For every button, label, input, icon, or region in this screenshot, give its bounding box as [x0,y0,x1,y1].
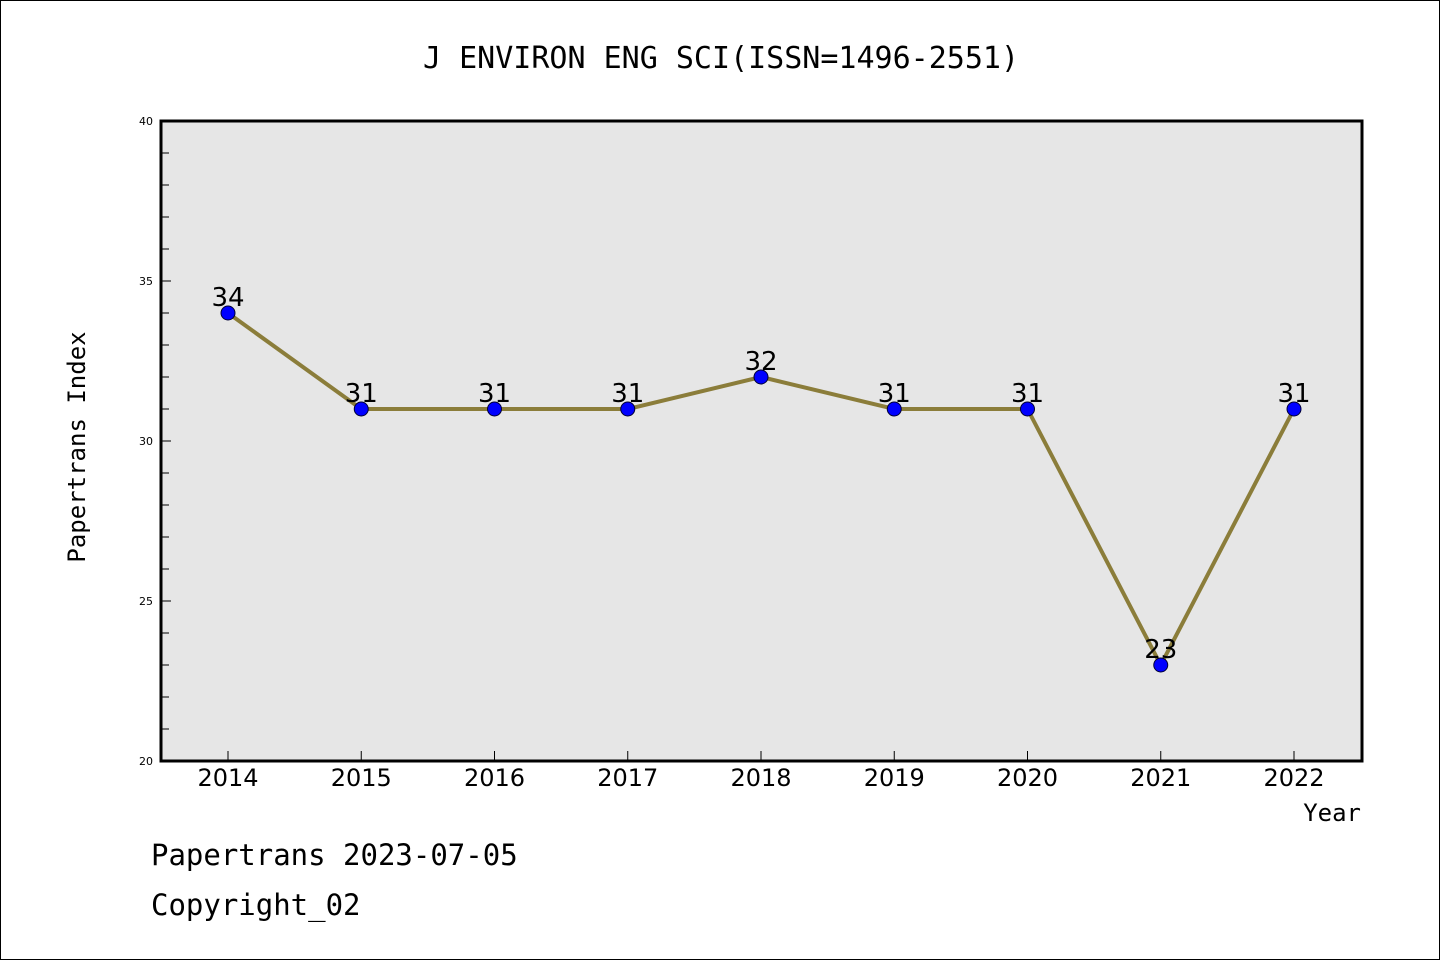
y-axis-label: Papertrans Index [63,331,91,562]
y-tick-label: 40 [139,115,153,128]
data-point [1286,401,1302,417]
data-point [620,401,636,417]
x-tick-label: 2015 [331,764,392,792]
data-point [353,401,369,417]
y-tick-label: 30 [139,435,153,448]
x-tick-label: 2018 [730,764,791,792]
data-label: 31 [478,379,511,409]
series-line-group: 34 31 31 31 32 31 31 23 31 [211,283,1311,673]
plot-area [159,119,1364,763]
data-label: 23 [1144,635,1177,665]
data-point [886,401,902,417]
data-label: 31 [345,379,378,409]
x-tick-label: 2016 [464,764,525,792]
data-point [753,369,769,385]
x-tick-label: 2017 [597,764,658,792]
data-label: 32 [744,347,777,377]
x-axis: 2014 2015 2016 2017 2018 2019 2020 2021 2022 [197,751,1325,792]
y-tick-label: 20 [139,755,153,768]
data-point [487,401,502,417]
data-point [1153,657,1169,673]
chart-title: J ENVIRON ENG SCI(ISSN=1496-2551) [423,41,1019,76]
data-label: 31 [878,379,911,409]
data-label: 31 [1011,379,1044,409]
y-axis: 20 25 30 35 40 [139,115,171,768]
footer-date: Papertrans 2023-07-05 [151,838,518,872]
data-label: 34 [211,283,244,313]
data-label: 31 [1277,379,1310,409]
x-tick-label: 2021 [1130,764,1191,792]
x-tick-label: 2022 [1263,764,1324,792]
data-point [1020,401,1035,417]
y-tick-label: 35 [139,275,153,288]
data-point [220,305,236,321]
data-label: 31 [611,379,644,409]
x-axis-label: Year [1303,799,1361,827]
footer-copyright: Copyright_02 [151,888,361,923]
y-tick-label: 25 [139,595,153,608]
x-tick-label: 2020 [997,764,1058,792]
x-tick-label: 2019 [864,764,925,792]
x-tick-label: 2014 [197,764,258,792]
